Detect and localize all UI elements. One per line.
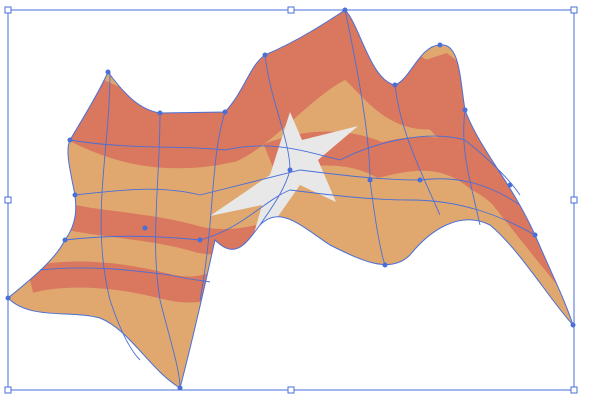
path: [263, 131, 573, 271]
anchor: [367, 177, 373, 183]
mesh: [100, 71, 141, 361]
anchor: [287, 167, 293, 173]
anchor: [382, 262, 388, 268]
mesh: [463, 109, 481, 226]
handle: [570, 6, 578, 14]
mesh-anchors: [5, 7, 576, 391]
handle: [4, 6, 12, 14]
mesh: [39, 267, 211, 283]
anchor: [72, 192, 78, 198]
mesh: [344, 9, 386, 266]
handle: [570, 386, 578, 394]
mesh-grid: [7, 9, 574, 389]
anchor: [570, 322, 576, 328]
anchor: [417, 177, 423, 183]
mesh: [199, 111, 226, 301]
handle: [4, 386, 12, 394]
anchor: [142, 225, 148, 231]
mesh: [64, 189, 536, 241]
anchor: [177, 385, 183, 391]
anchor: [392, 82, 398, 88]
mesh: [74, 169, 521, 206]
bounding-box[interactable]: [4, 6, 578, 394]
handle: [4, 196, 12, 204]
path: [7, 9, 574, 389]
anchor: [197, 237, 203, 243]
anchor: [222, 109, 228, 115]
handle: [287, 6, 295, 14]
mesh: [259, 54, 291, 226]
anchor: [532, 232, 538, 238]
anchor: [507, 182, 513, 188]
anchor: [262, 52, 268, 58]
anchor: [67, 137, 73, 143]
handle: [287, 386, 295, 394]
mesh: [394, 84, 441, 216]
anchor: [462, 107, 468, 113]
path: [26, 261, 220, 303]
anchor: [437, 42, 443, 48]
anchor: [157, 110, 163, 116]
anchor: [105, 69, 111, 75]
mesh: [69, 135, 521, 196]
anchor: [62, 237, 68, 243]
mesh: [155, 112, 181, 389]
handle: [570, 196, 578, 204]
